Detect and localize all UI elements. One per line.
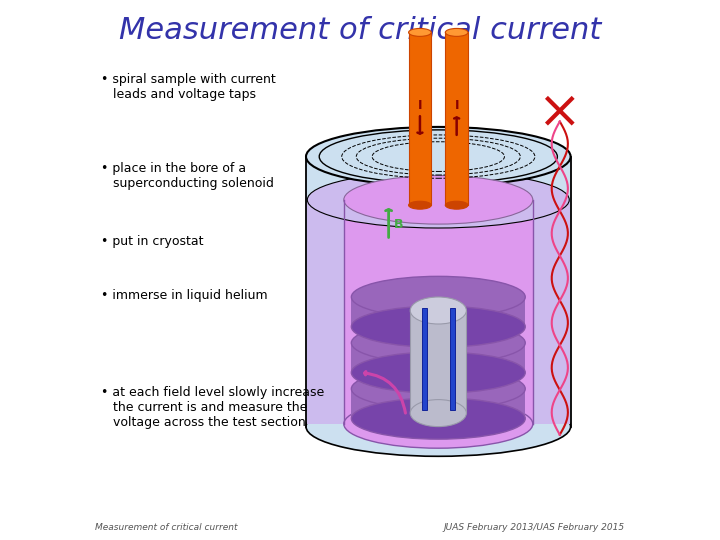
FancyBboxPatch shape — [351, 389, 526, 419]
Ellipse shape — [351, 276, 526, 318]
FancyBboxPatch shape — [344, 200, 533, 424]
Ellipse shape — [351, 322, 526, 363]
FancyBboxPatch shape — [409, 32, 431, 205]
Ellipse shape — [351, 306, 526, 347]
Text: B: B — [394, 218, 403, 231]
Text: • put in cryostat: • put in cryostat — [101, 235, 203, 248]
Text: Measurement of critical current: Measurement of critical current — [119, 16, 601, 45]
Text: • at each field level slowly increase
   the current is and measure the
   volta: • at each field level slowly increase th… — [101, 386, 324, 429]
Text: I: I — [418, 99, 422, 112]
Ellipse shape — [410, 400, 467, 427]
FancyBboxPatch shape — [422, 308, 427, 410]
Ellipse shape — [445, 201, 468, 209]
Text: I: I — [454, 99, 459, 112]
Ellipse shape — [306, 127, 571, 186]
FancyBboxPatch shape — [306, 157, 571, 427]
FancyBboxPatch shape — [307, 200, 344, 424]
Ellipse shape — [410, 297, 467, 324]
Ellipse shape — [351, 368, 526, 409]
Ellipse shape — [409, 201, 431, 209]
Ellipse shape — [351, 352, 526, 393]
FancyBboxPatch shape — [533, 200, 570, 424]
Ellipse shape — [307, 172, 570, 228]
Ellipse shape — [351, 398, 526, 439]
Ellipse shape — [306, 397, 571, 456]
Text: • place in the bore of a
   superconducting solenoid: • place in the bore of a superconducting… — [101, 162, 274, 190]
Ellipse shape — [344, 176, 533, 224]
Text: • immerse in liquid helium: • immerse in liquid helium — [101, 289, 267, 302]
Text: • spiral sample with current
   leads and voltage taps: • spiral sample with current leads and v… — [101, 73, 276, 101]
FancyBboxPatch shape — [351, 343, 526, 373]
FancyBboxPatch shape — [445, 32, 468, 205]
Ellipse shape — [409, 29, 431, 36]
FancyBboxPatch shape — [449, 308, 455, 410]
Text: Measurement of critical current: Measurement of critical current — [95, 523, 238, 532]
FancyBboxPatch shape — [351, 297, 526, 327]
Ellipse shape — [344, 400, 533, 448]
Ellipse shape — [445, 29, 468, 36]
FancyBboxPatch shape — [410, 310, 467, 413]
Text: JUAS February 2013/UAS February 2015: JUAS February 2013/UAS February 2015 — [444, 523, 625, 532]
Ellipse shape — [319, 130, 557, 184]
